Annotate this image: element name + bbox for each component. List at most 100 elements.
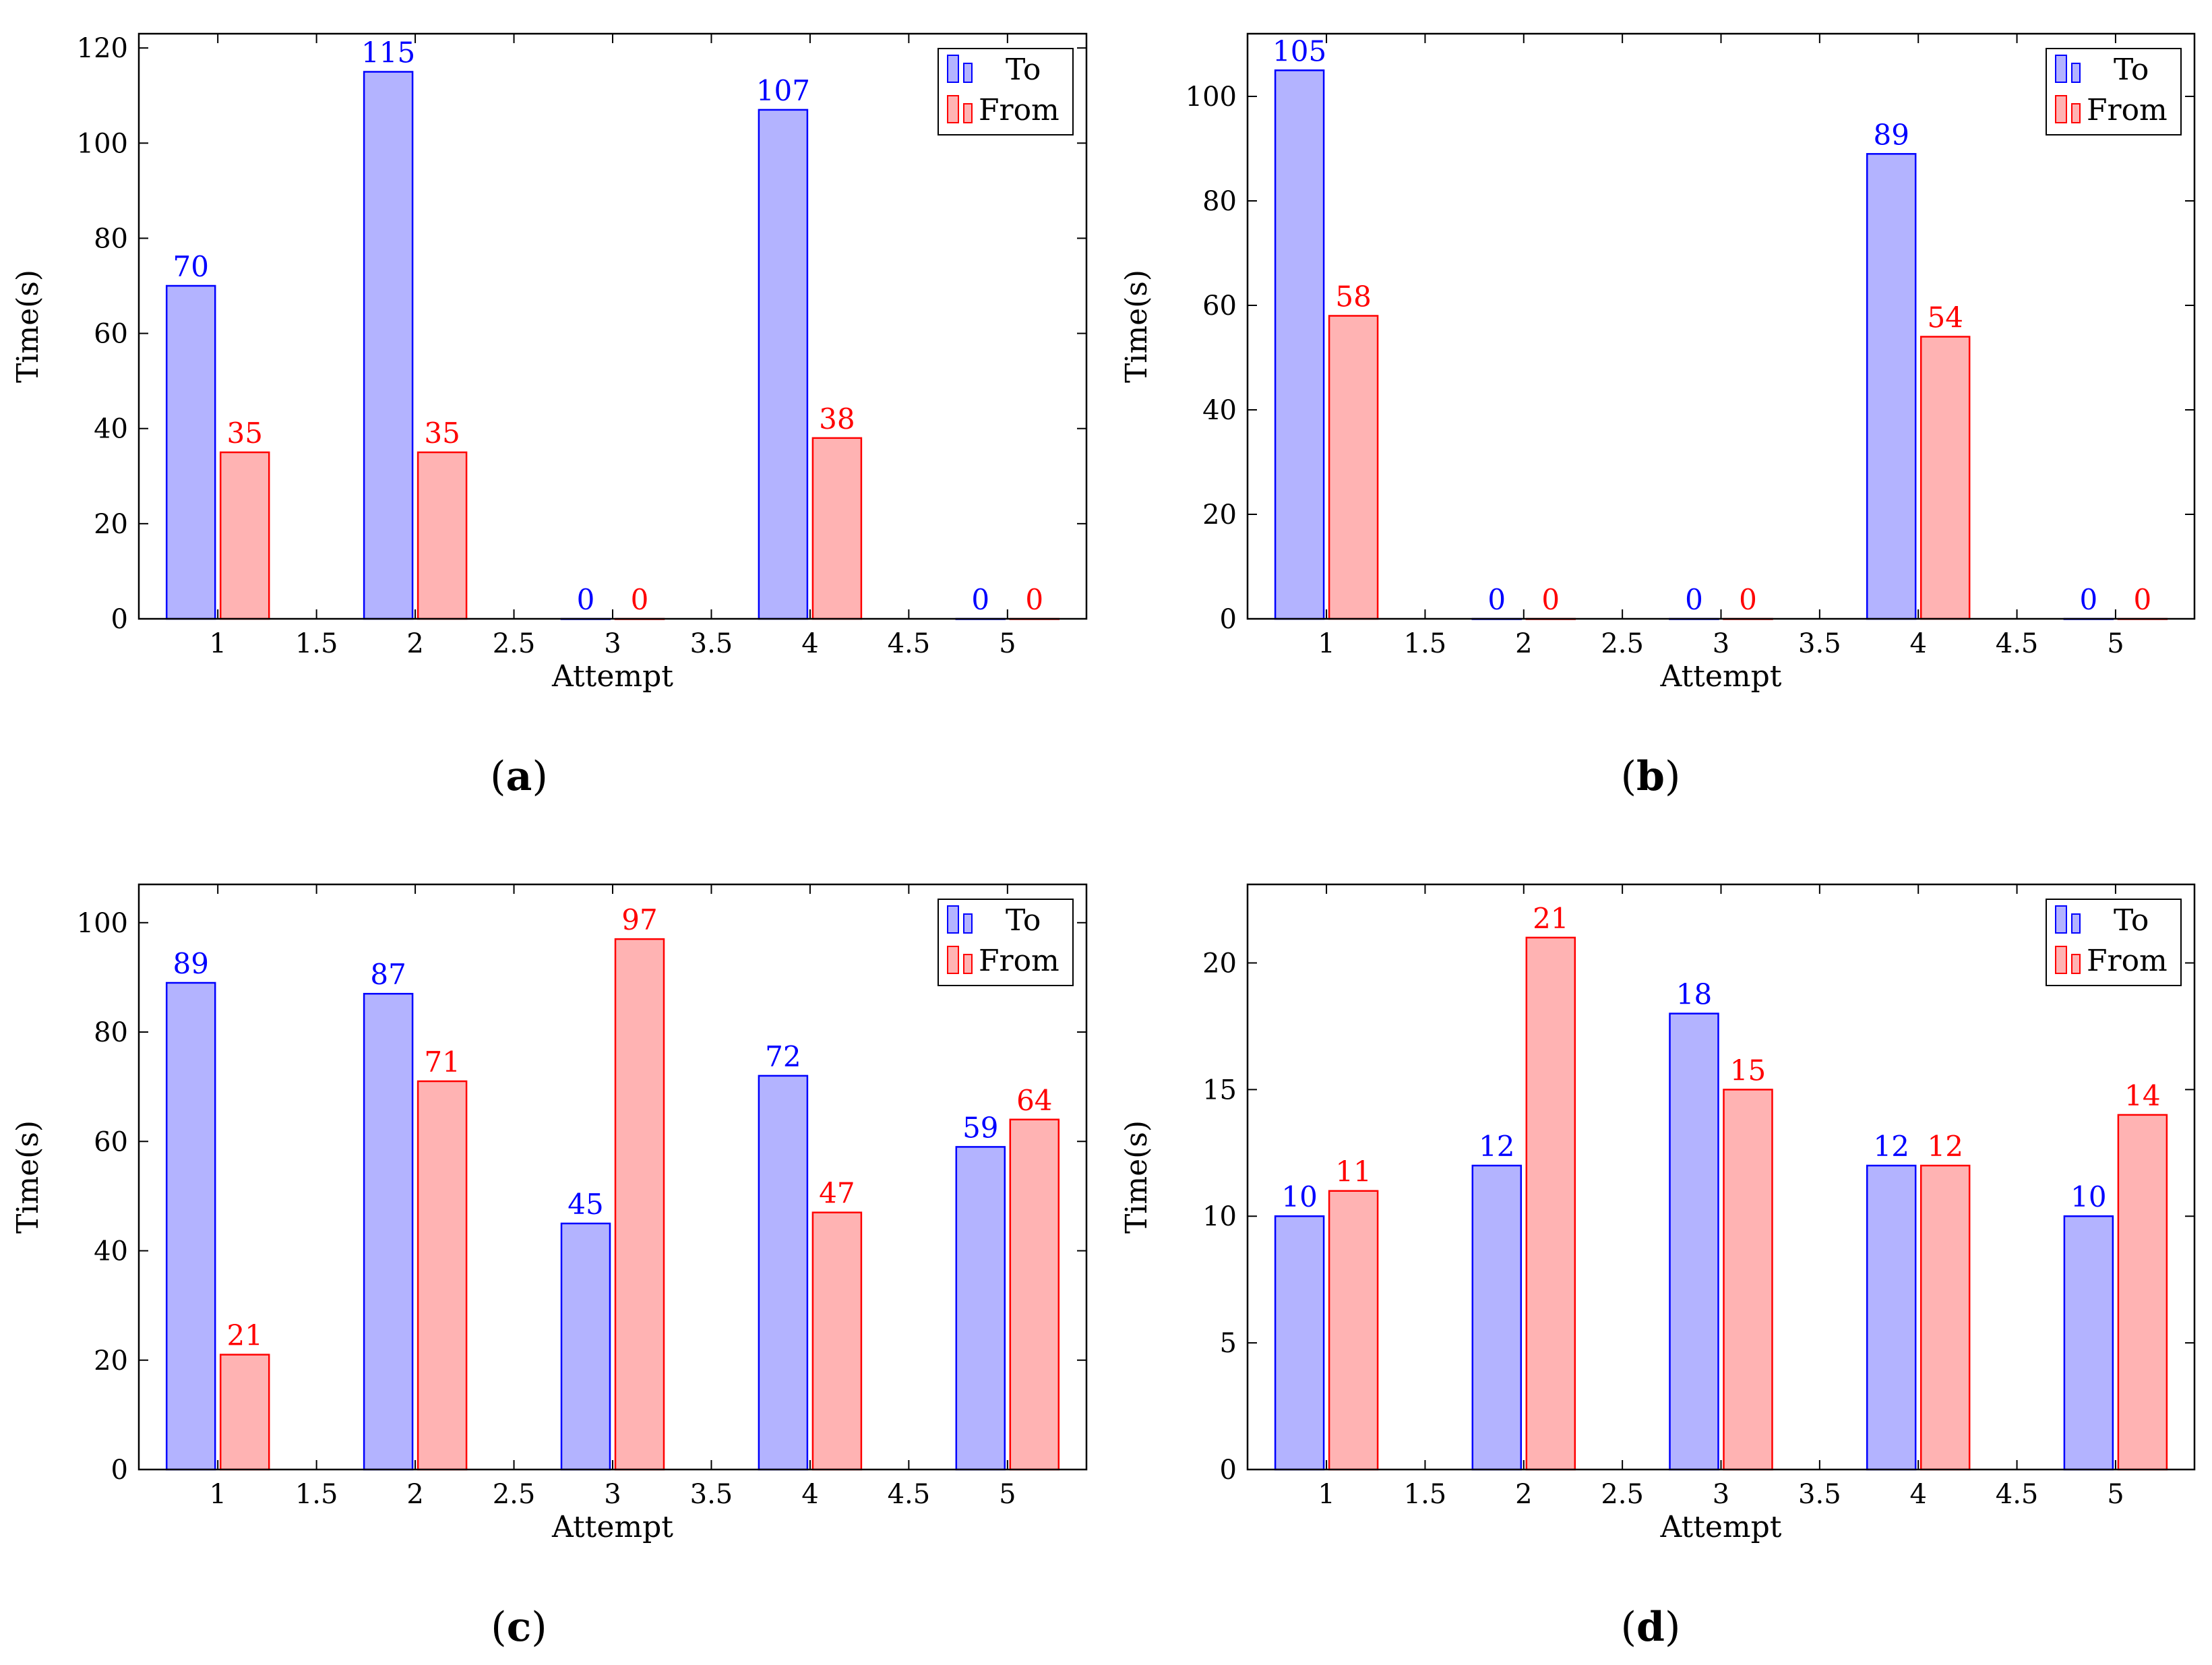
bar-to-4 — [758, 1074, 809, 1471]
legend-swatch-small-from — [963, 954, 973, 974]
value-label-from-4: 12 — [1927, 1130, 1963, 1163]
bar-from-5 — [1009, 1118, 1060, 1471]
value-label-from-2: 21 — [1533, 902, 1568, 935]
bar-to-1 — [165, 981, 216, 1471]
value-label-from-2: 0 — [1541, 583, 1560, 616]
x-tick-label: 4 — [1909, 1479, 1926, 1510]
panel-caption: (a) — [490, 753, 548, 800]
x-axis-label: Attempt — [1660, 659, 1782, 694]
legend-label-from: From — [979, 93, 1059, 127]
x-tick-label: 1 — [209, 1479, 226, 1510]
value-label-from-3: 97 — [621, 903, 657, 936]
y-tick-label: 60 — [94, 1126, 128, 1157]
x-axis-label: Attempt — [551, 1510, 673, 1544]
value-label-from-1: 58 — [1335, 280, 1371, 313]
legend-label-to: To — [2114, 53, 2149, 87]
value-label-from-1: 35 — [226, 417, 262, 450]
y-tick-label: 100 — [77, 128, 128, 159]
value-label-to-3: 45 — [567, 1188, 603, 1221]
value-label-from-1: 21 — [226, 1319, 262, 1352]
x-tick-label: 3.5 — [1798, 628, 1841, 659]
bar-from-4 — [811, 1211, 863, 1471]
x-tick-label: 5 — [999, 1479, 1016, 1510]
value-label-to-5: 0 — [971, 583, 989, 616]
value-label-from-5: 0 — [2134, 583, 2152, 616]
x-tick-label: 2 — [406, 628, 423, 659]
bar-to-1 — [1274, 1215, 1325, 1471]
bar-to-1 — [165, 284, 216, 620]
legend-swatch-to — [947, 55, 959, 83]
legend-box — [938, 899, 1074, 986]
legend-swatch-to — [947, 905, 959, 934]
value-label-from-4: 47 — [819, 1177, 855, 1210]
bar-from-2 — [417, 1080, 468, 1471]
bar-to-5 — [2063, 1215, 2114, 1471]
x-tick-label: 3 — [604, 1479, 621, 1510]
legend-swatch-from — [2055, 946, 2067, 974]
legend-label-to: To — [2114, 903, 2149, 938]
y-tick-label: 20 — [1202, 948, 1237, 979]
legend-swatch-small-to — [963, 913, 973, 934]
x-tick-label: 2.5 — [493, 1479, 536, 1510]
y-axis-label: Time(s) — [1119, 1120, 1154, 1234]
bar-to-5 — [955, 1146, 1006, 1471]
bar-to-4 — [1866, 1164, 1917, 1471]
value-label-from-5: 14 — [2124, 1079, 2160, 1112]
x-tick-label: 1 — [209, 628, 226, 659]
bar-to-3 — [1669, 1012, 1719, 1471]
x-tick-label: 3.5 — [1798, 1479, 1841, 1510]
panel-caption: (c) — [491, 1604, 547, 1651]
x-tick-label: 5 — [999, 628, 1016, 659]
panel-caption: (d) — [1621, 1604, 1681, 1651]
x-tick-label: 2 — [1515, 1479, 1532, 1510]
chart-panel-c: 89 87 45 72 59 21 71 97 47 64 1 1.5 2 2.5 3 3.5 4 4.5 5 0 20… — [11, 883, 1088, 1544]
legend-swatch-to — [2055, 55, 2067, 83]
y-tick-label: 120 — [77, 33, 128, 64]
y-tick-label: 5 — [1220, 1328, 1237, 1359]
bar-from-2 — [417, 451, 468, 620]
y-tick-label: 60 — [94, 319, 128, 350]
value-label-from-1: 11 — [1335, 1155, 1371, 1188]
value-label-to-3: 0 — [1685, 583, 1703, 616]
x-tick-label: 1.5 — [1404, 1479, 1447, 1510]
y-axis-label: Time(s) — [11, 270, 45, 383]
legend-swatch-to — [2055, 905, 2067, 934]
value-label-from-5: 64 — [1016, 1084, 1052, 1117]
legend-label-to: To — [1006, 903, 1041, 938]
y-tick-label: 80 — [94, 223, 128, 254]
bar-from-1 — [1328, 1190, 1379, 1471]
bar-from-5 — [2117, 1114, 2168, 1471]
y-tick-label: 80 — [1202, 186, 1237, 217]
y-axis-label: Time(s) — [1119, 270, 1154, 383]
value-label-from-3: 15 — [1730, 1054, 1766, 1087]
y-tick-label: 80 — [94, 1017, 128, 1048]
legend-label-from: From — [979, 944, 1059, 978]
bar-from-1 — [219, 451, 270, 620]
legend: To From — [2046, 48, 2182, 135]
legend: To From — [2046, 899, 2182, 986]
legend-swatch-small-to — [2071, 913, 2081, 934]
y-tick-label: 0 — [1220, 604, 1237, 635]
caption-close-paren: ) — [1665, 1604, 1680, 1651]
value-label-to-1: 70 — [173, 250, 208, 283]
value-label-to-2: 0 — [1487, 583, 1506, 616]
x-tick-label: 3 — [604, 628, 621, 659]
x-tick-label: 4.5 — [888, 1479, 931, 1510]
x-tick-label: 4.5 — [888, 628, 931, 659]
value-label-to-2: 115 — [361, 36, 415, 69]
y-tick-label: 0 — [1220, 1455, 1237, 1486]
x-tick-label: 1 — [1318, 628, 1334, 659]
x-tick-label: 2.5 — [1601, 1479, 1644, 1510]
x-tick-label: 5 — [2107, 628, 2124, 659]
legend-box — [2046, 48, 2182, 135]
legend-swatch-from — [947, 946, 959, 974]
caption-close-paren: ) — [1665, 753, 1680, 800]
y-tick-label: 10 — [1202, 1201, 1237, 1232]
y-axis-label: Time(s) — [11, 1120, 45, 1234]
y-tick-label: 100 — [77, 908, 128, 939]
x-tick-label: 4.5 — [1996, 1479, 2039, 1510]
value-label-to-4: 107 — [756, 74, 810, 107]
legend: To From — [938, 48, 1074, 135]
